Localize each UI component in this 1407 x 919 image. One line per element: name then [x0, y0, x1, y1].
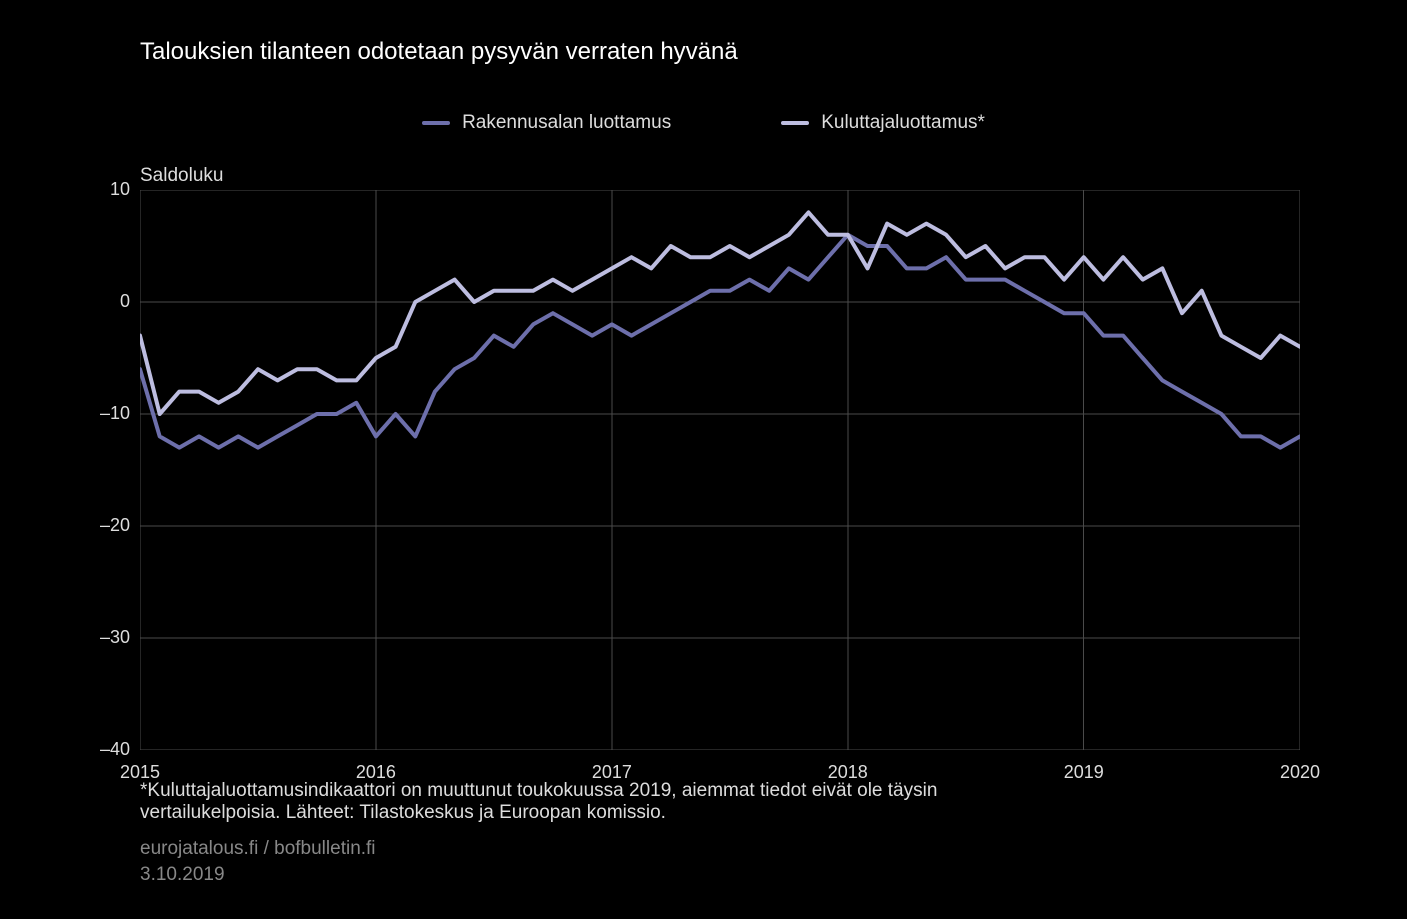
legend-item-1: Kuluttajaluottamus* [781, 112, 985, 134]
ytick-label: –20 [85, 515, 130, 536]
plot-svg [140, 190, 1300, 750]
ytick-label: –30 [85, 627, 130, 648]
source-note: *Kuluttajaluottamusindikaattori on muutt… [140, 780, 937, 824]
chart-title: Talouksien tilanteen odotetaan pysyvän v… [140, 38, 738, 66]
legend-item-0: Rakennusalan luottamus [422, 112, 671, 134]
legend-label-1: Kuluttajaluottamus* [821, 112, 985, 134]
ytick-label: 0 [85, 291, 130, 312]
chart-container: Talouksien tilanteen odotetaan pysyvän v… [0, 0, 1407, 919]
legend: Rakennusalan luottamus Kuluttajaluottamu… [0, 112, 1407, 134]
legend-swatch-0 [422, 121, 450, 125]
xtick-label: 2019 [1064, 762, 1104, 783]
plot-area [140, 190, 1300, 750]
ytick-label: –10 [85, 403, 130, 424]
footer: eurojatalous.fi / bofbulletin.fi 3.10.20… [140, 836, 376, 889]
ytick-label: –40 [85, 739, 130, 760]
ytick-label: 10 [85, 179, 130, 200]
legend-swatch-1 [781, 121, 809, 125]
legend-label-0: Rakennusalan luottamus [462, 112, 671, 134]
xtick-label: 2020 [1280, 762, 1320, 783]
footer-site: eurojatalous.fi / bofbulletin.fi [140, 836, 376, 863]
footer-date: 3.10.2019 [140, 862, 376, 889]
yaxis-title: Saldoluku [140, 165, 223, 187]
